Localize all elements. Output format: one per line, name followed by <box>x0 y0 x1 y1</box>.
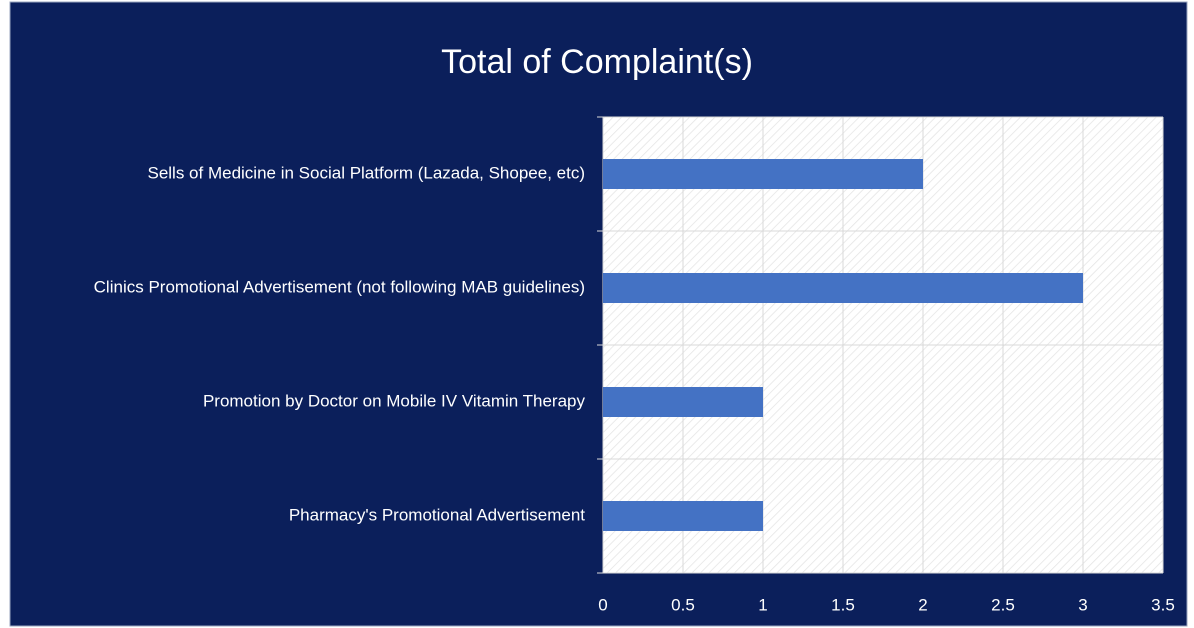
chart-title: Total of Complaint(s) <box>441 43 753 81</box>
y-tick-label: Clinics Promotional Advertisement (not f… <box>94 277 585 296</box>
bar <box>603 273 1083 303</box>
y-tick-label: Promotion by Doctor on Mobile IV Vitamin… <box>203 391 586 410</box>
y-tick-label: Sells of Medicine in Social Platform (La… <box>147 163 585 182</box>
bar <box>603 159 923 189</box>
bar <box>603 387 763 417</box>
x-tick-label: 3 <box>1078 595 1087 614</box>
x-tick-label: 2.5 <box>991 595 1015 614</box>
y-tick-label: Pharmacy's Promotional Advertisement <box>289 505 585 524</box>
x-tick-label: 2 <box>918 595 927 614</box>
x-tick-label: 1.5 <box>831 595 855 614</box>
bar <box>603 501 763 531</box>
x-tick-label: 3.5 <box>1151 595 1175 614</box>
x-tick-label: 1 <box>758 595 767 614</box>
x-tick-label: 0 <box>598 595 607 614</box>
x-tick-label: 0.5 <box>671 595 695 614</box>
